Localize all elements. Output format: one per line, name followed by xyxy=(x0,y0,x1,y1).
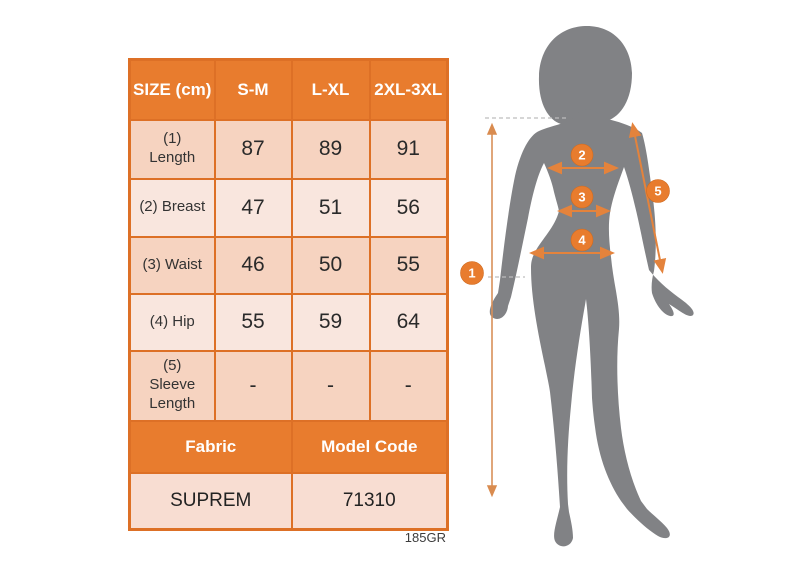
breast-s-m: 47 xyxy=(213,177,293,238)
breast-2xl-3xl: 56 xyxy=(368,177,449,238)
length-2xl-3xl: 91 xyxy=(368,118,449,180)
model-code-header: Model Code xyxy=(290,419,449,474)
marker-2-circle xyxy=(570,143,594,167)
sleeve-l-xl: - xyxy=(290,349,371,422)
marker-4-circle xyxy=(570,228,594,252)
sleeve-2xl-3xl: - xyxy=(368,349,449,422)
breast-l-xl: 51 xyxy=(290,177,371,238)
header-size-cm: SIZE (cm) xyxy=(128,58,216,121)
marker-badge-5: 5 xyxy=(646,179,670,203)
table-row-length: (1) Length 87 89 91 xyxy=(128,118,449,180)
marker-badge-4: 4 xyxy=(570,228,594,252)
table-footer-value-row: SUPREM 71310 xyxy=(128,471,449,531)
length-l-xl: 89 xyxy=(290,118,371,180)
marker-2-label: 2 xyxy=(578,148,585,163)
marker-4-label: 4 xyxy=(578,233,586,248)
hip-s-m: 55 xyxy=(213,292,293,352)
row-label-breast: (2) Breast xyxy=(128,177,216,238)
sleeve-s-m: - xyxy=(213,349,293,422)
table-row-waist: (3) Waist 46 50 55 xyxy=(128,235,449,295)
header-l-xl: L-XL xyxy=(290,58,371,121)
header-2xl-3xl: 2XL-3XL xyxy=(368,58,449,121)
marker-3-label: 3 xyxy=(578,190,585,205)
row-label-hip: (4) Hip xyxy=(128,292,216,352)
length-s-m: 87 xyxy=(213,118,293,180)
row-label-sleeve: (5) Sleeve Length xyxy=(128,349,216,422)
table-row-hip: (4) Hip 55 59 64 xyxy=(128,292,449,352)
row-label-length: (1) Length xyxy=(128,118,216,180)
marker-5-label: 5 xyxy=(654,184,661,199)
size-chart-table: SIZE (cm) S-M L-XL 2XL-3XL (1) Length 87… xyxy=(128,58,449,531)
sleeve-arrow xyxy=(628,122,667,274)
waist-2xl-3xl: 55 xyxy=(368,235,449,295)
fabric-header: Fabric xyxy=(128,419,293,474)
female-silhouette xyxy=(489,109,694,547)
table-header-row: SIZE (cm) S-M L-XL 2XL-3XL xyxy=(128,58,449,121)
marker-badge-1: 1 xyxy=(460,261,484,285)
fabric-value: SUPREM xyxy=(128,471,293,531)
waist-l-xl: 50 xyxy=(290,235,371,295)
marker-5-circle xyxy=(646,179,670,203)
waist-s-m: 46 xyxy=(213,235,293,295)
row-label-waist: (3) Waist xyxy=(128,235,216,295)
hip-2xl-3xl: 64 xyxy=(368,292,449,352)
table-row-sleeve: (5) Sleeve Length - - - xyxy=(128,349,449,422)
marker-badge-3: 3 xyxy=(570,185,594,209)
body-measurement-diagram: 1 2 3 4 5 xyxy=(460,25,694,547)
hip-l-xl: 59 xyxy=(290,292,371,352)
table-footer-header-row: Fabric Model Code xyxy=(128,419,449,474)
fabric-weight-note: 185GR xyxy=(404,530,446,545)
marker-1-label: 1 xyxy=(468,266,475,281)
table-row-breast: (2) Breast 47 51 56 xyxy=(128,177,449,238)
marker-3-circle xyxy=(570,185,594,209)
header-s-m: S-M xyxy=(213,58,293,121)
marker-badge-2: 2 xyxy=(570,143,594,167)
marker-1-circle xyxy=(460,261,484,285)
silhouette-hair xyxy=(538,25,632,140)
model-code-value: 71310 xyxy=(290,471,449,531)
